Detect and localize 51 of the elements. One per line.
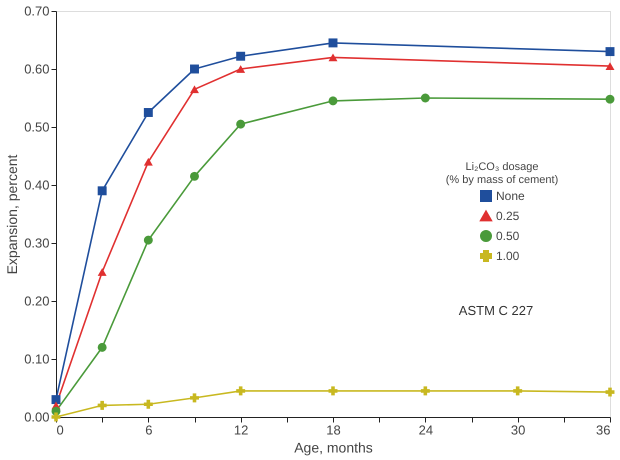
y-tick-label: 0.60	[24, 62, 50, 76]
point	[236, 120, 246, 129]
x-tick-label: 6	[145, 422, 152, 438]
y-tick-label: 0.70	[24, 4, 50, 18]
point	[144, 236, 153, 245]
point	[236, 65, 246, 73]
point	[328, 386, 338, 396]
point	[98, 268, 107, 276]
point	[98, 186, 107, 196]
point	[606, 47, 614, 56]
y-tick-label: 0.20	[24, 294, 50, 308]
point	[144, 400, 153, 409]
y-axis-title: Expansion, percent	[4, 154, 20, 274]
point	[420, 94, 430, 102]
x-tick-label: 0	[56, 422, 64, 438]
point	[606, 62, 614, 70]
point	[328, 96, 338, 106]
point	[190, 393, 199, 402]
legend-label: 0.25	[496, 209, 520, 223]
point	[606, 94, 614, 104]
x-tick-label: 12	[234, 422, 248, 438]
point	[606, 388, 614, 397]
x-tick-label: 18	[326, 422, 341, 438]
x-tick-label: 36	[596, 422, 610, 438]
point	[190, 64, 199, 74]
x-axis-title: Age, months	[294, 440, 373, 456]
point	[98, 400, 107, 410]
point	[144, 108, 153, 117]
point	[328, 54, 338, 62]
point	[52, 395, 60, 404]
point	[420, 386, 430, 396]
point	[98, 342, 107, 352]
y-tick-label: 0.10	[24, 352, 50, 366]
y-tick-label: 0.50	[24, 120, 50, 134]
y-tick-label: 0.00	[24, 410, 50, 424]
legend-title: Li₂CO₃ dosage (% by mass of cement)	[446, 161, 558, 186]
point	[236, 52, 246, 61]
x-tick-label: 24	[418, 422, 434, 438]
legend-label: 0.50	[496, 229, 520, 243]
point	[190, 85, 199, 94]
point	[328, 38, 338, 48]
point	[236, 386, 246, 396]
x-tick-label: 30	[510, 422, 526, 438]
legend-label: None	[496, 189, 526, 203]
legend-label: 1.00	[496, 249, 520, 263]
point	[513, 386, 522, 396]
y-tick-label: 0.30	[24, 236, 50, 250]
point	[190, 172, 199, 181]
annotation: ASTM C 227	[458, 303, 534, 318]
point	[144, 158, 153, 166]
y-tick-label: 0.40	[24, 178, 50, 192]
